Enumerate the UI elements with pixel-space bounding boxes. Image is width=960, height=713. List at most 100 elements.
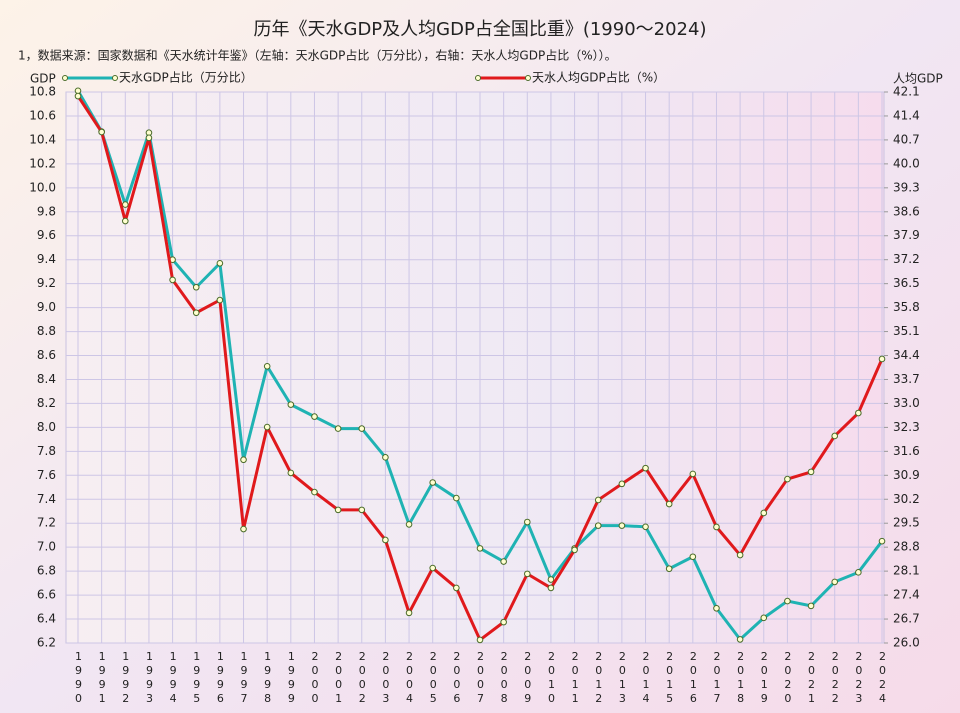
y-tick-label: 10.6 [29, 108, 56, 122]
y2-tick-label: 26.0 [893, 636, 920, 650]
y-tick-label: 9.6 [37, 228, 56, 242]
y-tick-label: 7.6 [37, 468, 56, 482]
data-point [878, 537, 886, 545]
x-tick-label: 2003 [379, 650, 392, 706]
y-tick-label: 10.2 [29, 156, 56, 170]
y2-tick-label: 38.6 [893, 204, 920, 218]
data-point [618, 522, 626, 529]
x-tick-label: 1993 [143, 650, 156, 706]
legend-label: 天水人均GDP占比（%） [532, 70, 665, 85]
data-point [240, 456, 247, 464]
x-tick-label: 2023 [852, 650, 865, 706]
y-tick-label: 6.8 [37, 564, 56, 578]
x-tick-label: 2007 [474, 650, 487, 706]
data-point [216, 296, 224, 304]
data-point [358, 425, 366, 432]
legend-marker [112, 75, 118, 81]
x-tick-label: 2015 [663, 650, 676, 706]
y2-tick-label: 28.8 [893, 540, 920, 554]
legend-label: 天水GDP占比（万分比） [119, 70, 253, 85]
x-tick-label: 1994 [167, 650, 180, 706]
data-point [807, 468, 815, 476]
y2-tick-label: 37.9 [893, 228, 920, 242]
y2-tick-label: 32.3 [893, 420, 920, 434]
data-point [784, 475, 791, 483]
x-tick-label: 2012 [592, 650, 605, 706]
data-point [831, 432, 839, 440]
y2-tick-label: 35.8 [893, 300, 920, 314]
x-tick-label: 1998 [261, 650, 274, 706]
data-point [240, 525, 247, 533]
data-point [192, 309, 200, 317]
data-point [334, 506, 342, 514]
data-point [713, 523, 720, 531]
data-point [571, 546, 578, 554]
data-point [216, 259, 224, 267]
data-point [287, 401, 295, 408]
y2-tick-label: 34.4 [893, 348, 920, 362]
y-tick-label: 8.0 [37, 420, 56, 434]
data-point [855, 409, 862, 417]
x-tick-label: 1999 [285, 650, 298, 706]
y-tick-label: 7.4 [37, 492, 56, 506]
x-tick-label: 2009 [521, 650, 534, 706]
y2-tick-label: 30.2 [893, 492, 920, 506]
x-tick-label: 1992 [119, 650, 132, 706]
y2-tick-label: 35.1 [893, 324, 920, 338]
data-point [74, 92, 82, 100]
data-point [736, 551, 744, 559]
y2-axis-label: 人均GDP [893, 72, 943, 86]
legend-marker [525, 75, 531, 81]
y-tick-label: 8.8 [37, 324, 56, 338]
x-tick-label: 2002 [356, 650, 369, 706]
x-tick-label: 1991 [96, 650, 109, 706]
data-point [311, 488, 318, 496]
y2-tick-label: 29.5 [893, 516, 920, 530]
data-point [665, 500, 673, 508]
x-tick-label: 2000 [308, 650, 321, 706]
data-point [192, 283, 200, 291]
data-point [500, 558, 507, 565]
legend-marker [475, 75, 481, 81]
data-point [689, 470, 697, 478]
data-point [476, 545, 484, 552]
data-point [263, 363, 271, 370]
y2-tick-label: 40.0 [893, 156, 920, 170]
data-point [405, 609, 413, 617]
x-tick-label: 2008 [498, 650, 511, 706]
data-point [169, 276, 176, 284]
x-tick-label: 2004 [403, 650, 416, 706]
data-point [453, 494, 460, 502]
y2-tick-label: 30.9 [893, 468, 920, 482]
y-tick-label: 9.2 [37, 276, 56, 290]
data-point [784, 597, 791, 605]
y2-tick-label: 39.3 [893, 180, 920, 194]
data-point [547, 584, 555, 592]
x-tick-label: 2005 [427, 650, 440, 706]
y-tick-label: 6.4 [37, 612, 56, 626]
y-tick-label: 9.4 [37, 252, 56, 266]
x-tick-label: 2022 [829, 650, 842, 706]
data-point [831, 578, 839, 586]
x-tick-label: 2001 [332, 650, 345, 706]
y-tick-label: 8.6 [37, 348, 56, 362]
data-point [382, 454, 389, 461]
y2-tick-label: 33.7 [893, 372, 920, 386]
y2-tick-label: 42.1 [893, 85, 920, 99]
data-point [311, 413, 318, 420]
y-tick-label: 6.2 [37, 636, 56, 650]
chart-title: 历年《天水GDP及人均GDP占全国比重》(1990～2024) [254, 19, 707, 40]
data-point [98, 128, 105, 136]
data-point [453, 584, 460, 592]
x-tick-label: 1995 [190, 650, 203, 706]
legend-marker [62, 75, 68, 81]
y-tick-label: 10.8 [29, 85, 56, 99]
data-point [642, 464, 649, 472]
y-tick-label: 10.4 [29, 132, 56, 146]
y2-tick-label: 33.0 [893, 396, 920, 410]
data-point [618, 480, 626, 488]
y2-tick-label: 36.5 [893, 276, 920, 290]
x-tick-label: 2018 [734, 650, 747, 706]
x-tick-label: 2011 [569, 650, 582, 706]
